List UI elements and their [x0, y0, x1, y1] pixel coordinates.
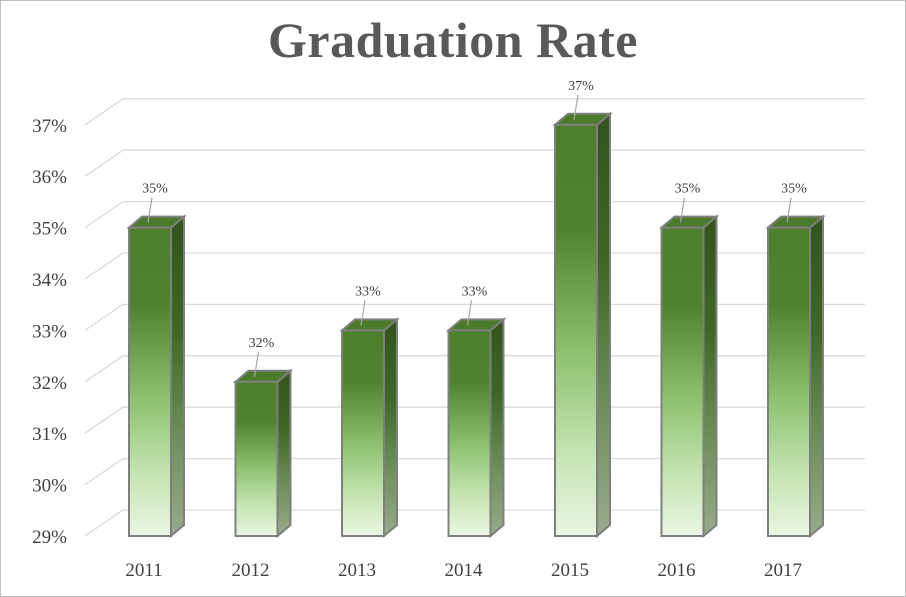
data-label: 33%	[355, 284, 381, 299]
bar	[445, 317, 507, 539]
bar	[126, 214, 187, 539]
y-tick-label: 32%	[32, 373, 67, 394]
data-label-leader	[786, 197, 792, 223]
y-tick-label: 33%	[32, 321, 67, 342]
bar-front	[660, 226, 705, 537]
gridline-depth	[84, 355, 124, 383]
bar	[658, 214, 720, 539]
bar-side	[276, 368, 292, 539]
bar-side	[702, 214, 718, 539]
bar-side	[596, 111, 611, 539]
y-tick-label: 31%	[32, 424, 67, 445]
bar	[232, 368, 294, 539]
data-label: 35%	[675, 182, 701, 197]
bar	[765, 214, 826, 539]
y-tick-label: 29%	[32, 527, 67, 548]
data-label-leader	[253, 351, 260, 377]
chart-title: Graduation Rate	[268, 12, 638, 68]
x-axis-tick-labels: 2011 2012 2013 2014 2015 2016 2017	[125, 560, 802, 581]
data-label: 37%	[568, 79, 594, 94]
y-tick-label: 35%	[32, 219, 67, 240]
data-label: 35%	[142, 182, 168, 197]
data-label: 35%	[781, 182, 807, 197]
y-axis-tick-labels: 29% 30% 31% 32% 33% 34% 35% 36% 37%	[32, 116, 67, 548]
bar-side	[170, 214, 185, 539]
x-tick-label: 2011	[125, 560, 162, 581]
data-label-leader	[679, 197, 686, 223]
y-tick-label: 34%	[32, 270, 67, 291]
gridline-depth	[84, 98, 124, 126]
data-label: 33%	[462, 284, 488, 299]
gridline-depth	[84, 303, 124, 331]
data-labels: 35% 32% 33% 33% 37% 35% 35%	[142, 79, 807, 377]
bar-front	[554, 123, 598, 538]
data-label-leader	[360, 300, 366, 326]
gridline-depth	[84, 149, 124, 177]
data-label-leader	[573, 94, 579, 120]
x-tick-label: 2017	[764, 560, 802, 581]
bar-front	[128, 226, 172, 537]
bar-front	[447, 329, 492, 537]
bar-side	[489, 317, 505, 539]
bar-side	[809, 214, 824, 539]
gridline-depth	[84, 252, 124, 280]
y-tick-label: 30%	[32, 476, 67, 497]
bar-front	[767, 226, 811, 537]
gridline-depth	[84, 509, 124, 537]
x-tick-label: 2016	[658, 560, 696, 581]
gridline-depth	[84, 201, 124, 229]
x-tick-label: 2015	[551, 560, 589, 581]
x-tick-label: 2012	[232, 560, 270, 581]
y-tick-label: 37%	[32, 116, 67, 137]
bar-front	[341, 329, 385, 537]
bar	[552, 111, 613, 539]
data-label: 32%	[249, 336, 275, 351]
bar	[339, 317, 400, 539]
data-label-leader	[147, 197, 153, 223]
bar-front	[234, 380, 279, 537]
x-tick-label: 2014	[445, 560, 484, 581]
data-label-leader	[466, 300, 473, 326]
bar-side	[383, 317, 398, 539]
gridline-depth	[84, 458, 124, 486]
x-tick-label: 2013	[338, 560, 376, 581]
gridline-depth	[84, 406, 124, 434]
y-tick-label: 36%	[32, 167, 67, 188]
bars	[126, 111, 826, 539]
